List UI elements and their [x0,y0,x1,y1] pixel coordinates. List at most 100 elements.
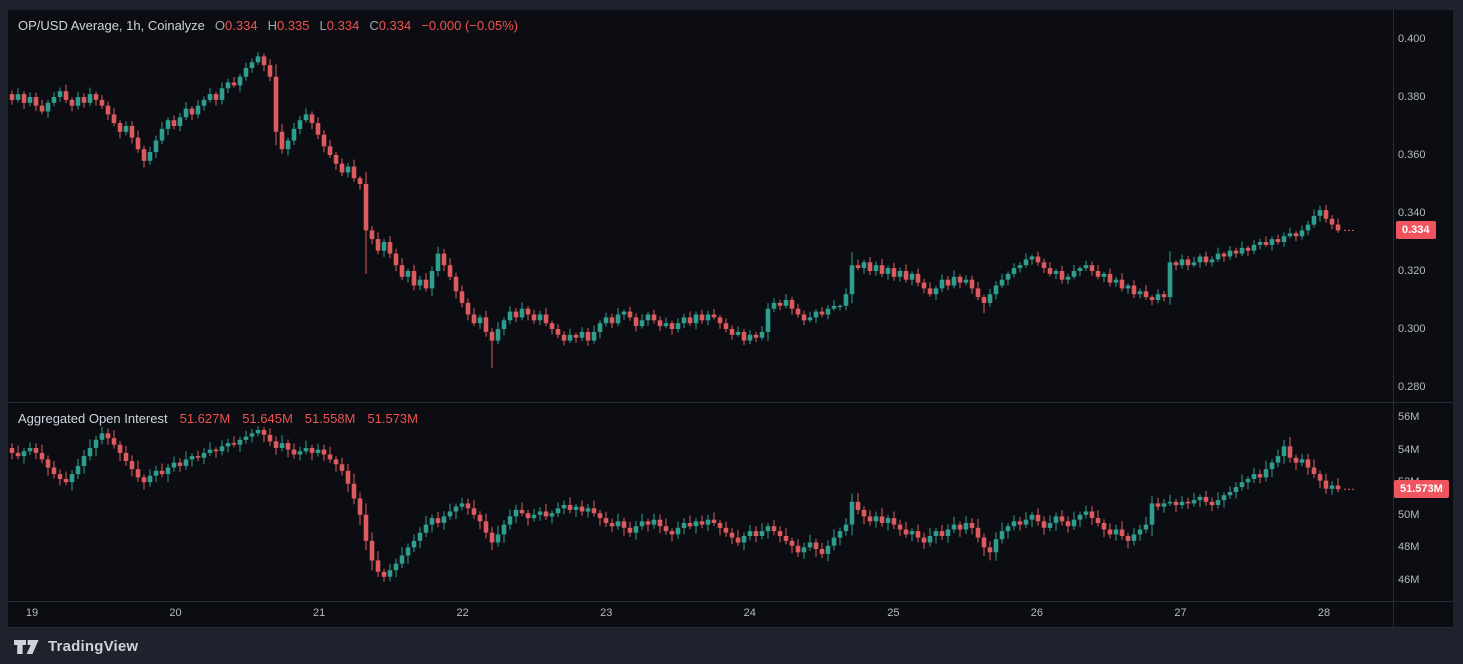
oi-candle [489,532,495,543]
oi-candle [795,545,801,553]
price-candle [1335,224,1341,231]
price-candle [933,288,939,295]
price-axis-tick: 0.400 [1398,33,1426,45]
price-candle [639,320,645,327]
oi-candle [33,448,39,453]
price-candle [483,317,489,332]
oi-candle [261,430,267,435]
price-candle [1221,253,1227,257]
price-candle [987,294,993,303]
oi-candle [351,483,357,499]
tradingview-branding[interactable]: TradingView [14,638,138,655]
oi-candle [891,518,897,525]
price-candle [603,317,609,324]
oi-title[interactable]: Aggregated Open Interest [18,411,168,426]
price-candle [1197,256,1203,263]
price-axis-border [1393,10,1394,628]
price-candle [465,302,471,315]
price-candle [519,308,525,318]
oi-candle [525,513,531,519]
oi-candle [1083,511,1089,515]
price-candle [837,305,843,308]
price-candle [153,140,159,153]
price-candle [1119,279,1125,289]
oi-candle [771,526,777,532]
price-candle [957,276,963,283]
price-candle [669,323,675,329]
oi-candle [639,521,645,527]
price-candle [891,268,897,277]
price-candle [819,311,825,315]
oi-candle [231,443,237,445]
price-candle [189,108,195,115]
price-candle [1281,236,1287,242]
oi-candle [249,433,255,437]
oi-candle [927,536,933,543]
oi-candle [1113,529,1119,535]
oi-candle [843,524,849,532]
oi-candle [1047,523,1053,528]
price-candle [561,334,567,341]
oi-candle [603,518,609,523]
oi-candle [21,451,27,457]
price-candle [975,288,981,298]
oi-candle [477,514,483,522]
price-candle [513,311,519,318]
oi-candle [1263,469,1269,478]
oi-candle [561,505,567,509]
oi-candle [741,536,747,543]
symbol-title[interactable]: OP/USD Average, 1h, Coinalyze [18,18,205,33]
price-candle [795,308,801,315]
oi-candle [939,531,945,536]
price-candle [267,65,273,77]
oi-close-value: 51.573M [367,411,418,426]
oi-candle [81,456,87,466]
oi-candle [1257,474,1263,478]
price-candle [675,323,681,329]
oi-candle [1089,511,1095,518]
oi-candle [933,531,939,536]
oi-candle [1185,501,1191,504]
price-candle [327,146,333,155]
price-candle [225,82,231,89]
oi-candle [1029,514,1035,520]
price-candle [219,88,225,100]
oi-candle [453,506,459,512]
price-candle [1131,285,1137,295]
symbol-legend[interactable]: OP/USD Average, 1h, Coinalyze O0.334 H0.33… [18,18,518,33]
oi-candle [195,456,201,458]
oi-candle [801,547,807,553]
oi-axis-panel[interactable] [1394,403,1453,601]
price-candle [15,94,21,100]
time-axis-tick: 28 [1317,607,1331,619]
oi-candle [549,513,555,517]
oi-candle [117,444,123,453]
price-candle [1155,294,1161,300]
oi-candle [357,498,363,515]
oi-candle [909,531,915,535]
price-candle [741,331,747,341]
price-candle [1101,273,1107,277]
oi-candle [693,521,699,527]
price-candle [543,314,549,324]
price-axis-panel[interactable] [1394,10,1453,402]
price-candle [1323,210,1329,219]
price-candle [1125,285,1131,289]
oi-candle [861,509,867,517]
price-candle [351,166,357,179]
price-candle [69,99,75,106]
price-candle [99,99,105,106]
price-candle [909,273,915,280]
pane-separator[interactable] [8,402,1453,403]
price-candle [1179,259,1185,266]
time-axis-tick: 23 [600,607,613,619]
price-candle [705,314,711,321]
chart-canvas[interactable] [8,10,1453,628]
price-axis-tick: 0.380 [1398,91,1426,103]
price-candle [1095,271,1101,277]
price-candle [285,140,291,150]
oi-legend[interactable]: Aggregated Open Interest 51.627M 51.645M 51… [18,411,418,426]
oi-candle [1179,501,1185,506]
price-candle [729,329,735,335]
price-candle [861,262,867,269]
